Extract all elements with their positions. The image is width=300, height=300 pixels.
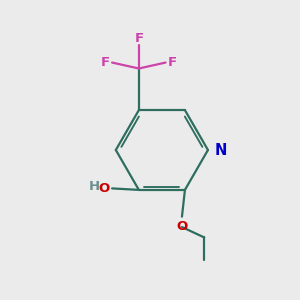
Text: F: F (101, 56, 110, 69)
Text: O: O (98, 182, 110, 195)
Text: O: O (176, 220, 188, 233)
Text: N: N (214, 142, 227, 158)
Text: H: H (88, 180, 100, 194)
Text: F: F (134, 32, 143, 45)
Text: F: F (168, 56, 177, 69)
